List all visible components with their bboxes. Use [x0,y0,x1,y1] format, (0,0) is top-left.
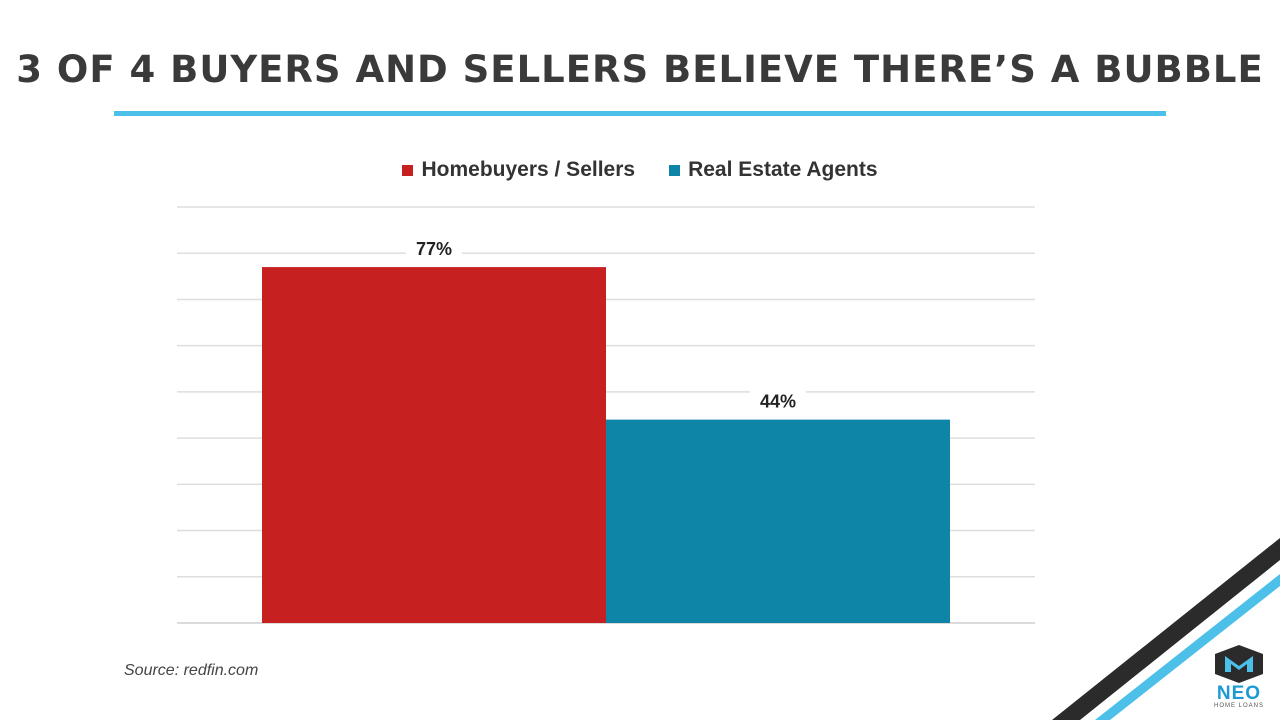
page-title: 3 OF 4 BUYERS AND SELLERS BELIEVE THERE’… [16,48,1264,91]
bar-homebuyers [262,267,606,623]
legend-label-homebuyers: Homebuyers / Sellers [421,158,636,181]
data-label-homebuyers: 77% [416,239,452,259]
data-label-background [406,233,462,258]
data-label-agents: 44% [760,392,796,412]
source-note: Source: redfin.com [124,662,259,679]
legend-item-agents: Real Estate Agents [669,158,878,182]
logo-name: NEO [1216,683,1262,704]
neo-logo-icon [1215,645,1263,683]
legend-item-homebuyers: Homebuyers / Sellers [402,158,635,182]
legend-swatch-homebuyers [402,164,414,176]
title-underline [114,111,1166,116]
legend-label-agents: Real Estate Agents [688,158,878,181]
bar-agents [606,419,950,623]
chart-legend: Homebuyers / Sellers Real Estate Agents [0,158,1280,182]
legend-swatch-agents [669,164,681,176]
data-label-background [750,385,806,410]
logo-tagline: HOME LOANS [1213,703,1264,709]
